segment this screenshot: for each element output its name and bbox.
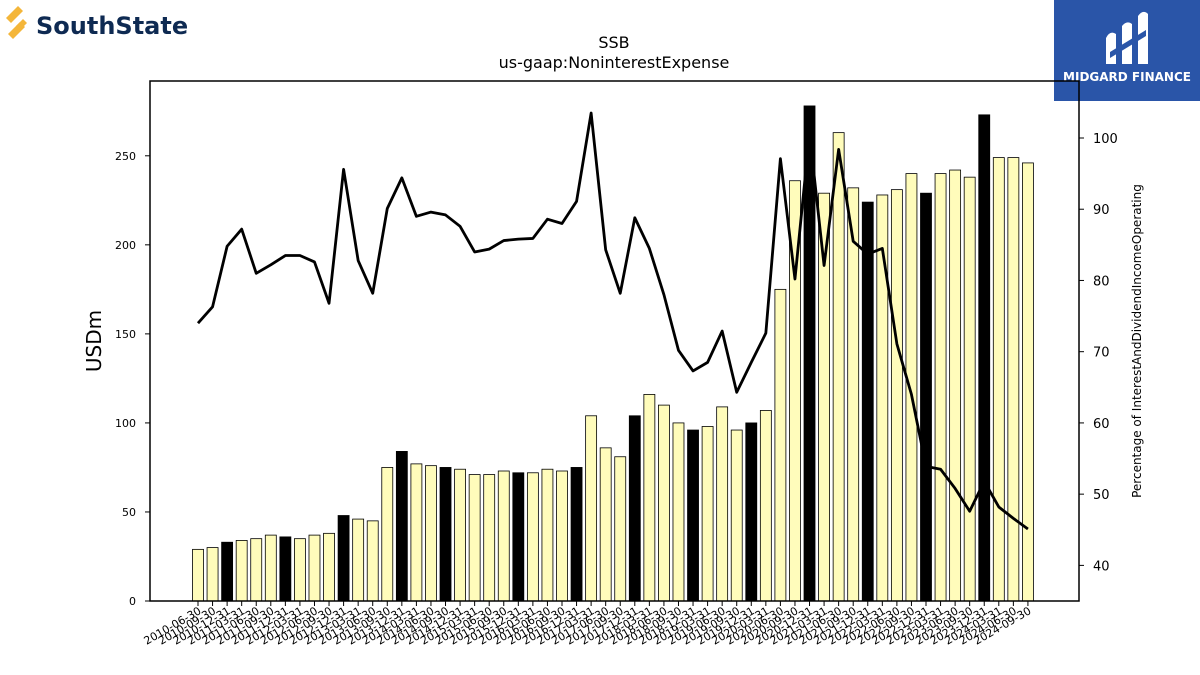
bar-2014-09-30 (439, 467, 452, 602)
line-layer (196, 111, 1029, 531)
bar-2015-06-30 (483, 474, 496, 602)
y-tick-label: 100 (115, 417, 136, 430)
plot-frame (149, 80, 1080, 602)
bar-2013-09-30 (381, 467, 394, 602)
bar-2018-12-31 (687, 429, 699, 602)
bar-2011-12-31 (279, 536, 292, 602)
bar-2015-03-31 (468, 474, 481, 602)
y2-tick-label: 40 (1093, 559, 1110, 574)
bar-2018-06-30 (658, 404, 670, 602)
bar-2022-12-31 (920, 192, 932, 602)
bar-2023-12-31 (978, 114, 991, 602)
bar-2016-12-31 (570, 467, 583, 602)
southstate-mark-icon (6, 6, 27, 39)
bar-2014-12-31 (454, 468, 466, 602)
bar-2023-06-30 (949, 169, 962, 602)
y-tick-label: 150 (115, 328, 136, 341)
bar-2012-03-31 (294, 538, 306, 602)
bar-2012-12-31 (337, 515, 350, 602)
bar-2010-06-30 (192, 548, 204, 602)
bar-2019-03-31 (701, 426, 714, 602)
bar-2012-09-30 (323, 532, 335, 602)
bar-2017-12-31 (628, 415, 641, 602)
y-tick-label: 50 (122, 506, 136, 519)
bar-2013-06-30 (366, 520, 379, 602)
bar-2018-09-30 (672, 422, 685, 602)
bar-2024-06-30 (1007, 157, 1020, 602)
bar-2011-06-30 (250, 538, 263, 602)
bars-layer (192, 105, 1034, 602)
bar-2019-09-30 (730, 429, 743, 602)
bar-2021-12-31 (861, 201, 874, 602)
y2-tick-label: 90 (1093, 203, 1110, 218)
bar-2017-09-30 (614, 456, 627, 602)
bar-2014-03-31 (410, 463, 423, 602)
bar-2013-03-31 (352, 518, 365, 602)
bar-2017-03-31 (585, 415, 598, 602)
bar-2022-06-30 (890, 189, 903, 602)
midgard-finance-logo: MIDGARD FINANCE (1054, 0, 1200, 101)
y-tick-label: 250 (115, 150, 136, 163)
bar-2018-03-31 (643, 394, 656, 602)
bar-2013-12-31 (395, 451, 408, 602)
bar-2015-12-31 (512, 472, 525, 602)
bar-2019-06-30 (716, 406, 729, 602)
bar-2017-06-30 (599, 447, 612, 602)
bar-2011-03-31 (235, 540, 248, 602)
bar-2016-06-30 (541, 468, 554, 602)
chart-subtitle: us-gaap:NoninterestExpense (499, 53, 730, 72)
x-axis: 2010-06-302010-09-302010-12-312011-03-31… (142, 601, 1033, 648)
bar-2010-12-31 (221, 541, 234, 602)
bar-2022-09-30 (905, 173, 918, 602)
y-axis-label: USDm (82, 310, 106, 372)
bar-2014-06-30 (425, 465, 437, 602)
bar-2023-03-31 (934, 173, 947, 602)
bar-2023-09-30 (963, 176, 976, 602)
y2-tick-label: 70 (1093, 346, 1110, 361)
bar-2021-06-30 (832, 132, 845, 602)
y2-tick-label: 80 (1093, 274, 1110, 289)
y2-tick-label: 50 (1093, 488, 1110, 503)
bar-2011-09-30 (264, 534, 277, 602)
y2-tick-label: 100 (1093, 132, 1118, 147)
y-tick-label: 200 (115, 239, 136, 252)
y2-axis-label: Percentage of InterestAndDividendIncomeO… (1130, 184, 1144, 498)
left-axis: 0 50 100 150 200 250 (115, 150, 150, 608)
bar-2016-09-30 (556, 470, 568, 602)
y2-tick-label: 60 (1093, 417, 1110, 432)
right-axis: 40 50 60 70 80 90 100 (1079, 132, 1118, 574)
bar-2015-09-30 (497, 470, 510, 602)
chart-title: SSB (598, 33, 629, 52)
bar-2024-03-31 (992, 157, 1005, 602)
bar-2020-03-31 (759, 410, 772, 602)
midgard-mark-icon (1106, 11, 1148, 64)
southstate-logo: SouthState (4, 4, 194, 44)
midgard-logo-text: MIDGARD FINANCE (1063, 70, 1191, 84)
ratio-line (196, 111, 1029, 531)
bar-2024-09-30 (1022, 162, 1034, 602)
bar-2016-03-31 (526, 472, 539, 602)
bar-2019-12-31 (745, 422, 758, 602)
southstate-logo-text: SouthState (36, 12, 188, 40)
bar-2021-09-30 (847, 187, 860, 602)
bar-2010-09-30 (206, 547, 219, 602)
y-tick-label: 0 (129, 595, 136, 608)
bar-2020-06-30 (774, 288, 787, 602)
bar-2012-06-30 (308, 534, 321, 602)
